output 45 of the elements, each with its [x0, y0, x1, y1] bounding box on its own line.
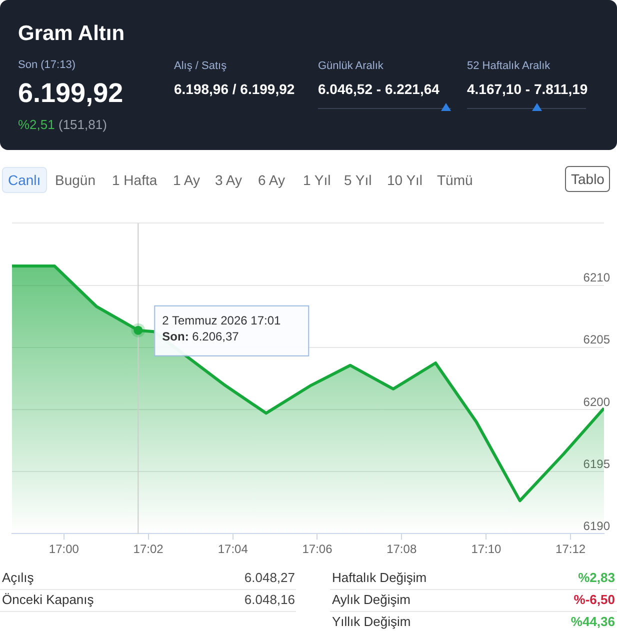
- text: Canlı: [2, 167, 47, 193]
- x-tick-label: 17:12: [556, 542, 586, 556]
- x-tick-label: 17:08: [386, 542, 417, 556]
- text: (151,81): [58, 117, 107, 132]
- text: Bugün: [55, 172, 96, 188]
- text: 3 Ay: [215, 172, 242, 188]
- text: 6.199,92: [18, 78, 124, 109]
- text: 10 Yıl: [387, 172, 423, 188]
- y-tick-label: 6195: [583, 456, 610, 471]
- text: Aylık Değişim: [332, 592, 411, 607]
- text: %44,36: [570, 614, 615, 629]
- text: 4.167,10 - 7.811,19: [467, 81, 588, 97]
- text: 6.198,96 / 6.199,92: [174, 81, 295, 97]
- y-tick-label: 6190: [583, 518, 610, 533]
- text: 1 Ay: [173, 172, 200, 188]
- text: Önceki Kapanış: [2, 592, 94, 607]
- text: 6 Ay: [258, 172, 285, 188]
- annotation: 2 Temmuz 2026 17:01 Son: 6.206,37: [162, 314, 281, 344]
- x-tick-label: 17:04: [218, 542, 248, 556]
- text: Alış / Satış: [174, 60, 227, 72]
- text: Son (17:13): [18, 59, 76, 71]
- text: %-6,50: [574, 592, 615, 607]
- text: Açılış: [2, 570, 34, 585]
- text: Haftalık Değişim: [332, 570, 427, 585]
- text: 52 Haftalık Aralık: [467, 60, 550, 72]
- x-tick-label: 17:06: [302, 542, 333, 556]
- x-tick-label: 17:02: [133, 542, 164, 556]
- chart-title: Gram Altın: [18, 22, 125, 46]
- text: 6.048,16: [244, 592, 295, 607]
- text: 1 Hafta: [112, 172, 158, 188]
- text: 6.048,27: [244, 570, 295, 585]
- text: 6.046,52 - 6.221,64: [318, 81, 440, 97]
- x-tick-label: 17:00: [48, 542, 80, 556]
- text: Tablo: [565, 166, 610, 192]
- y-tick-label: 6210: [583, 270, 610, 285]
- text: %2,51: [18, 117, 55, 132]
- x-tick-label: 17:10: [471, 542, 502, 556]
- text: Yıllık Değişim: [332, 614, 411, 629]
- text: 5 Yıl: [344, 172, 372, 188]
- y-tick-label: 6200: [583, 394, 610, 409]
- text: 1 Yıl: [303, 172, 331, 188]
- text: Günlük Aralık: [318, 60, 384, 72]
- text: %2,83: [578, 570, 615, 585]
- y-tick-label: 6205: [583, 332, 610, 347]
- text: Tümü: [437, 172, 473, 188]
